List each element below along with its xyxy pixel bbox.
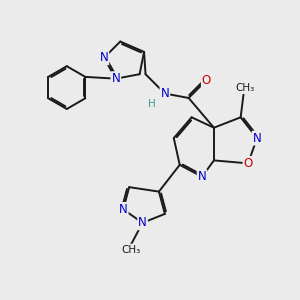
Text: N: N [100, 51, 108, 64]
Text: N: N [111, 72, 120, 85]
Text: H: H [148, 99, 155, 109]
Text: N: N [160, 87, 169, 100]
Text: N: N [253, 132, 261, 145]
Text: CH₃: CH₃ [236, 83, 255, 93]
Text: N: N [198, 170, 206, 183]
Text: O: O [202, 74, 211, 87]
Text: CH₃: CH₃ [121, 244, 140, 255]
Text: O: O [244, 157, 253, 170]
Text: N: N [119, 203, 128, 216]
Text: N: N [138, 216, 147, 229]
